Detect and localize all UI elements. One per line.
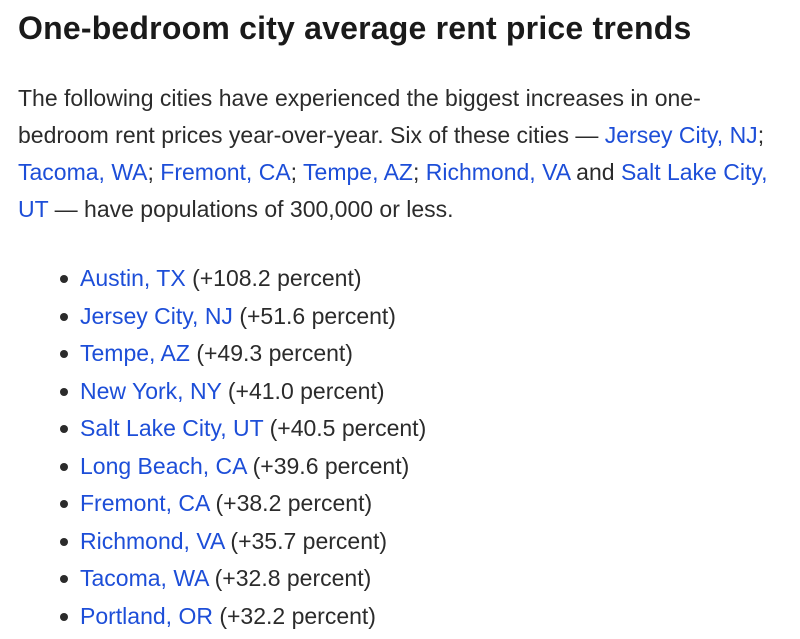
- bullet-icon: [60, 387, 68, 396]
- list-item: Portland, OR (+32.2 percent): [60, 598, 782, 636]
- city-link-tacoma[interactable]: Tacoma, WA: [80, 565, 209, 591]
- intro-separator: ;: [757, 122, 765, 148]
- list-item: Long Beach, CA (+39.6 percent): [60, 448, 782, 486]
- intro-link-richmond[interactable]: Richmond, VA: [425, 159, 570, 185]
- intro-separator: ;: [412, 159, 426, 185]
- intro-separator: ;: [290, 159, 304, 185]
- city-change: (+32.2 percent): [219, 602, 376, 629]
- list-item: Richmond, VA (+35.7 percent): [60, 523, 782, 561]
- city-link-richmond[interactable]: Richmond, VA: [80, 527, 225, 554]
- list-item: Fremont, CA (+38.2 percent): [60, 485, 782, 523]
- city-link-portland[interactable]: Portland, OR: [80, 602, 213, 629]
- intro-link-jersey-city[interactable]: Jersey City, NJ: [604, 122, 758, 148]
- city-change: (+51.6 percent): [239, 302, 396, 329]
- page-heading: One-bedroom city average rent price tren…: [18, 10, 692, 46]
- city-change: (+108.2 percent): [192, 265, 362, 291]
- bullet-icon: [60, 575, 68, 583]
- bullet-icon: [60, 612, 68, 621]
- intro-link-fremont[interactable]: Fremont, CA: [160, 159, 291, 185]
- list-item: New York, NY (+41.0 percent): [60, 373, 782, 411]
- list-item: Austin, TX (+108.2 percent): [60, 260, 782, 298]
- city-change: (+32.8 percent): [214, 565, 372, 591]
- bullet-icon: [60, 275, 68, 283]
- intro-and: and: [569, 159, 621, 185]
- intro-link-salt-lake-city[interactable]: Salt Lake City, UT: [18, 159, 768, 222]
- city-link-austin[interactable]: Austin, TX: [80, 265, 186, 291]
- bullet-icon: [60, 462, 68, 471]
- list-item: Tempe, AZ (+49.3 percent): [60, 335, 782, 373]
- city-link-tempe[interactable]: Tempe, AZ: [80, 340, 190, 366]
- city-link-fremont[interactable]: Fremont, CA: [80, 490, 210, 516]
- bullet-icon: [60, 537, 68, 546]
- intro-separator: ;: [147, 159, 161, 185]
- intro-paragraph: The following cities have experienced th…: [18, 80, 788, 228]
- intro-text-lead: The following cities have experienced th…: [18, 85, 701, 148]
- city-link-long-beach[interactable]: Long Beach, CA: [80, 452, 247, 479]
- list-item: Salt Lake City, UT (+40.5 percent): [60, 410, 782, 448]
- bullet-icon: [60, 350, 68, 358]
- city-list: Austin, TX (+108.2 percent) Jersey City,…: [18, 260, 782, 635]
- intro-link-tacoma[interactable]: Tacoma, WA: [18, 159, 148, 185]
- city-link-new-york[interactable]: New York, NY: [80, 377, 222, 404]
- city-link-jersey-city[interactable]: Jersey City, NJ: [80, 302, 233, 329]
- city-change: (+49.3 percent): [196, 340, 353, 366]
- list-item: Tacoma, WA (+32.8 percent): [60, 560, 782, 598]
- list-item: Jersey City, NJ (+51.6 percent): [60, 298, 782, 336]
- city-change: (+41.0 percent): [227, 377, 385, 404]
- bullet-icon: [60, 312, 68, 321]
- city-change: (+40.5 percent): [269, 415, 427, 441]
- city-change: (+35.7 percent): [230, 527, 388, 554]
- intro-link-tempe[interactable]: Tempe, AZ: [303, 159, 413, 185]
- intro-text-tail: — have populations of 300,000 or less.: [48, 196, 454, 222]
- city-change: (+38.2 percent): [215, 490, 373, 516]
- bullet-icon: [60, 425, 68, 433]
- city-link-salt-lake-city[interactable]: Salt Lake City, UT: [80, 415, 264, 441]
- bullet-icon: [60, 500, 68, 508]
- city-change: (+39.6 percent): [252, 452, 410, 479]
